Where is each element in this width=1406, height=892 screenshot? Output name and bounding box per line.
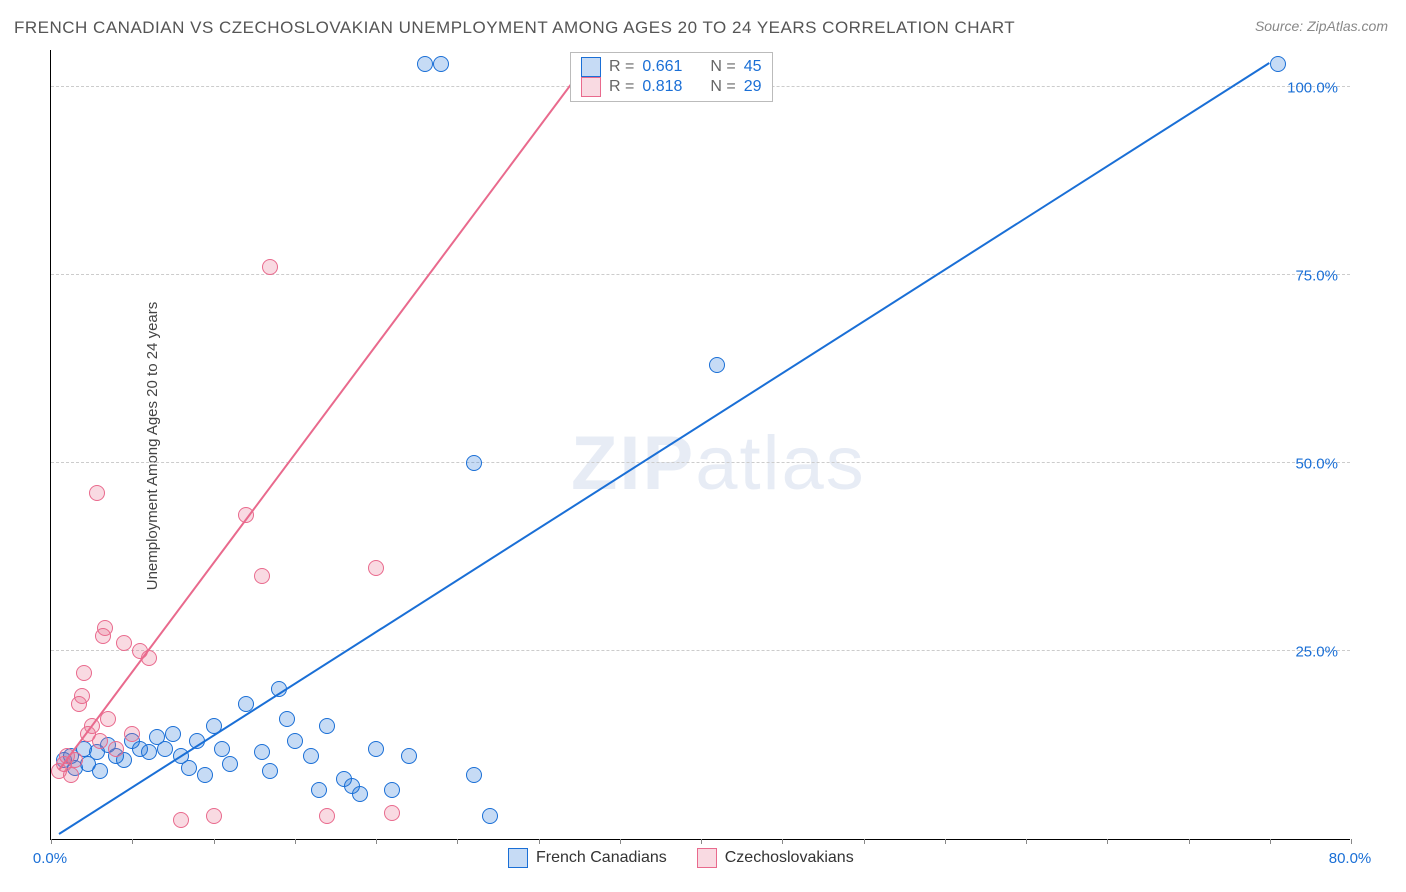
- x-minor-tick: [295, 839, 296, 844]
- x-minor-tick: [1189, 839, 1190, 844]
- x-minor-tick: [864, 839, 865, 844]
- gridline-horizontal: [51, 274, 1350, 275]
- data-point-french_canadians: [254, 744, 270, 760]
- legend-swatch: [581, 57, 601, 77]
- data-point-french_canadians: [384, 782, 400, 798]
- legend-swatch: [697, 848, 717, 868]
- x-minor-tick: [457, 839, 458, 844]
- n-label: N =: [710, 78, 735, 96]
- data-point-french_canadians: [141, 744, 157, 760]
- data-point-czechoslovakians: [97, 620, 113, 636]
- legend-swatch: [508, 848, 528, 868]
- data-point-french_canadians: [303, 748, 319, 764]
- data-point-french_canadians: [214, 741, 230, 757]
- x-tick-label: 80.0%: [1329, 850, 1372, 867]
- x-minor-tick: [701, 839, 702, 844]
- chart-container: FRENCH CANADIAN VS CZECHOSLOVAKIAN UNEMP…: [0, 0, 1406, 892]
- data-point-french_canadians: [165, 726, 181, 742]
- data-point-french_canadians: [466, 455, 482, 471]
- data-point-czechoslovakians: [116, 635, 132, 651]
- data-point-french_canadians: [157, 741, 173, 757]
- x-minor-tick: [1270, 839, 1271, 844]
- data-point-french_canadians: [482, 808, 498, 824]
- legend-item-czechoslovakians: Czechoslovakians: [697, 848, 854, 868]
- r-label: R =: [609, 58, 634, 76]
- plot-area: ZIPatlas: [50, 50, 1350, 840]
- chart-title: FRENCH CANADIAN VS CZECHOSLOVAKIAN UNEMP…: [14, 18, 1015, 38]
- data-point-czechoslovakians: [74, 688, 90, 704]
- data-point-czechoslovakians: [124, 726, 140, 742]
- x-minor-tick: [620, 839, 621, 844]
- data-point-french_canadians: [262, 763, 278, 779]
- data-point-czechoslovakians: [254, 568, 270, 584]
- data-point-french_canadians: [352, 786, 368, 802]
- data-point-french_canadians: [311, 782, 327, 798]
- n-value: 29: [744, 78, 762, 96]
- data-point-czechoslovakians: [89, 485, 105, 501]
- y-tick-label: 25.0%: [1295, 643, 1338, 660]
- data-point-czechoslovakians: [76, 665, 92, 681]
- data-point-czechoslovakians: [384, 805, 400, 821]
- data-point-french_canadians: [368, 741, 384, 757]
- r-label: R =: [609, 78, 634, 96]
- trend-line-french_canadians: [59, 62, 1271, 835]
- data-point-czechoslovakians: [319, 808, 335, 824]
- x-minor-tick: [376, 839, 377, 844]
- data-point-czechoslovakians: [173, 812, 189, 828]
- legend-label: Czechoslovakians: [725, 849, 854, 867]
- data-point-czechoslovakians: [368, 560, 384, 576]
- data-point-czechoslovakians: [108, 741, 124, 757]
- data-point-french_canadians: [433, 56, 449, 72]
- r-value: 0.661: [642, 58, 682, 76]
- data-point-french_canadians: [417, 56, 433, 72]
- x-minor-tick: [132, 839, 133, 844]
- correlation-row-czechoslovakians: R = 0.818 N = 29: [581, 77, 762, 97]
- x-tick-label: 0.0%: [33, 850, 67, 867]
- y-tick-label: 100.0%: [1287, 79, 1338, 96]
- gridline-horizontal: [51, 650, 1350, 651]
- data-point-czechoslovakians: [63, 767, 79, 783]
- data-point-french_canadians: [319, 718, 335, 734]
- data-point-french_canadians: [401, 748, 417, 764]
- data-point-czechoslovakians: [262, 259, 278, 275]
- data-point-french_canadians: [287, 733, 303, 749]
- data-point-czechoslovakians: [206, 808, 222, 824]
- x-minor-tick: [539, 839, 540, 844]
- x-minor-tick: [1107, 839, 1108, 844]
- x-minor-tick: [1351, 839, 1352, 844]
- correlation-row-french_canadians: R = 0.661 N = 45: [581, 57, 762, 77]
- source-attribution: Source: ZipAtlas.com: [1255, 18, 1388, 34]
- data-point-czechoslovakians: [92, 733, 108, 749]
- legend-item-french_canadians: French Canadians: [508, 848, 667, 868]
- r-value: 0.818: [642, 78, 682, 96]
- data-point-french_canadians: [92, 763, 108, 779]
- x-minor-tick: [51, 839, 52, 844]
- data-point-french_canadians: [466, 767, 482, 783]
- series-legend: French Canadians Czechoslovakians: [508, 848, 854, 868]
- y-tick-label: 50.0%: [1295, 455, 1338, 472]
- watermark: ZIPatlas: [571, 420, 866, 507]
- data-point-french_canadians: [181, 760, 197, 776]
- data-point-french_canadians: [1270, 56, 1286, 72]
- data-point-french_canadians: [197, 767, 213, 783]
- n-label: N =: [710, 58, 735, 76]
- n-value: 45: [744, 58, 762, 76]
- y-tick-label: 75.0%: [1295, 267, 1338, 284]
- legend-swatch: [581, 77, 601, 97]
- correlation-legend: R = 0.661 N = 45 R = 0.818 N = 29: [570, 52, 773, 102]
- x-minor-tick: [945, 839, 946, 844]
- x-minor-tick: [782, 839, 783, 844]
- data-point-french_canadians: [279, 711, 295, 727]
- x-minor-tick: [1026, 839, 1027, 844]
- data-point-french_canadians: [709, 357, 725, 373]
- data-point-french_canadians: [222, 756, 238, 772]
- legend-label: French Canadians: [536, 849, 667, 867]
- gridline-horizontal: [51, 462, 1350, 463]
- watermark-atlas: atlas: [695, 421, 866, 506]
- x-minor-tick: [214, 839, 215, 844]
